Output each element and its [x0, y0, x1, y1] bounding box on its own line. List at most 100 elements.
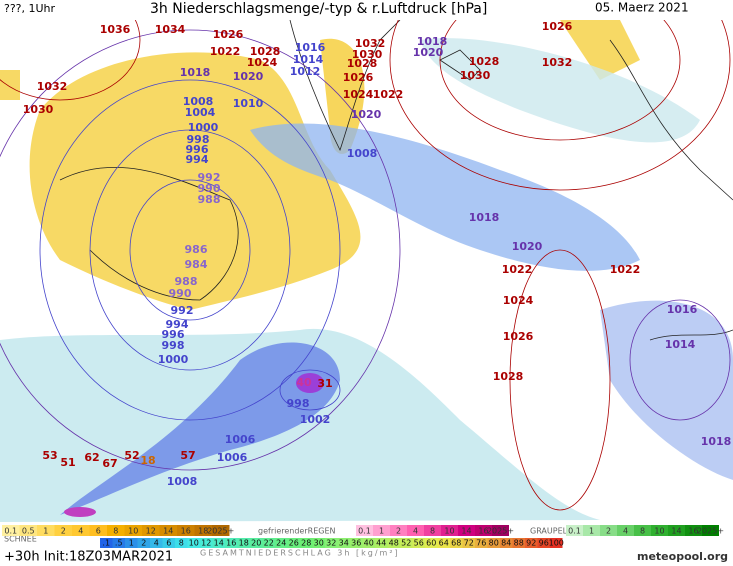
legend-swatch [89, 525, 107, 536]
legend-swatch [512, 538, 525, 548]
legend-swatch [150, 538, 163, 548]
legend-label: 1 [129, 539, 134, 548]
legend-swatch [212, 538, 225, 548]
legend-swatch [400, 538, 413, 548]
legend-label: 2 [141, 539, 146, 548]
legend-label: .5 [115, 539, 123, 548]
isobar-label: 1024 [247, 56, 278, 69]
legend-label: 20 [251, 539, 261, 548]
brand[interactable]: meteopool.org [637, 550, 728, 563]
legend-swatch [566, 525, 583, 536]
legend-swatch [275, 538, 288, 548]
isobar-label: 57 [180, 449, 195, 462]
isobar-label: 1026 [503, 330, 534, 343]
legend-swatch [487, 538, 500, 548]
legend-swatch [600, 525, 617, 536]
legend-swatch [450, 538, 463, 548]
isobar-label: 53 [42, 449, 57, 462]
isobar-label: 1018 [469, 211, 500, 224]
precip-areas [0, 20, 733, 522]
header-title: 3h Niederschlagsmenge/-typ & r.Luftdruck… [150, 1, 487, 17]
legend-swatch [100, 538, 113, 548]
legend-swatch [492, 525, 509, 536]
isobar-label: 1032 [542, 56, 573, 69]
legend-label: 36 [351, 539, 361, 548]
isobar-label: 67 [102, 457, 117, 470]
legend-label: 48 [389, 539, 399, 548]
legend-label: 100 [549, 539, 564, 548]
isobar-label: 1030 [23, 103, 54, 116]
legend-label: 0.5 [22, 527, 35, 536]
legend-label: 18 [239, 539, 249, 548]
isobar-label: 1008 [167, 475, 198, 488]
isobar-label: 1028 [347, 57, 378, 70]
legend-swatch [225, 538, 238, 548]
legend-swatch [702, 525, 719, 536]
legend-label: 2025+ [207, 527, 234, 536]
legend-swatch [617, 525, 634, 536]
isobar-label: 984 [185, 258, 208, 271]
isobar-label: 1022 [210, 45, 241, 58]
legend-label: 76 [476, 539, 486, 548]
legend-label: 12 [146, 527, 156, 536]
isobars [0, 0, 731, 511]
legend-label: 4 [154, 539, 159, 548]
legend-label: 30 [314, 539, 324, 548]
legend-label: 10 [654, 527, 664, 536]
isobar-label: 1026 [542, 20, 573, 33]
isobar-label: 1002 [300, 413, 331, 426]
isobar-label: 52 [124, 449, 139, 462]
isobar-label: 1022 [610, 263, 641, 276]
legend-swatch [175, 538, 188, 548]
legend-swatch [458, 525, 475, 536]
legend-swatch [424, 525, 441, 536]
legend-label: 1 [43, 527, 48, 536]
legend-swatch [685, 525, 702, 536]
isobar-label: 990 [198, 182, 221, 195]
isobar-label: 1028 [493, 370, 524, 383]
legend-swatch [287, 538, 300, 548]
isobar-label: 1016 [295, 41, 326, 54]
legend-swatch [159, 525, 177, 536]
isobar-label: 992 [171, 304, 194, 317]
isobar-label: 990 [169, 287, 192, 300]
legend-label: 26 [289, 539, 299, 548]
isobar-label: 1030 [352, 48, 383, 61]
legend-label: 14 [214, 539, 224, 548]
isobar-label: 998 [187, 133, 210, 146]
legend-swatch [250, 538, 263, 548]
isobar-label: 1020 [413, 46, 444, 59]
isobar-label: 1000 [188, 121, 219, 134]
legend-label: 6 [96, 527, 101, 536]
isobar-label: 1004 [185, 106, 216, 119]
isobar-label: 986 [185, 243, 208, 256]
legend-label: 12 [201, 539, 211, 548]
legend-swatch [350, 538, 363, 548]
isobar-label: 994 [166, 318, 189, 331]
legend-swatch [462, 538, 475, 548]
legend-swatch [525, 538, 538, 548]
legend-label: 60 [426, 539, 436, 548]
legend-swatch [137, 538, 150, 548]
legend-swatch [356, 525, 373, 536]
legend-swatch [54, 525, 72, 536]
legend-swatch [537, 538, 550, 548]
legend-label: 84 [501, 539, 511, 548]
legend-swatch [651, 525, 668, 536]
legend-label: .1 [102, 539, 110, 548]
legend-label: 2025+ [697, 527, 724, 536]
isobar-label: 1034 [155, 23, 186, 36]
legend-label: 8 [179, 539, 184, 548]
legend-label: 1 [379, 527, 384, 536]
isobar-label: 998 [287, 397, 310, 410]
legend-label: 24 [276, 539, 286, 548]
legend-label: 68 [451, 539, 461, 548]
header-left: ???, 1Uhr [4, 2, 56, 15]
legend-swatch [177, 525, 195, 536]
legend-label: 4 [623, 527, 628, 536]
legend-label: 56 [414, 539, 424, 548]
isobar-label: 1020 [233, 70, 264, 83]
legend-swatch [262, 538, 275, 548]
